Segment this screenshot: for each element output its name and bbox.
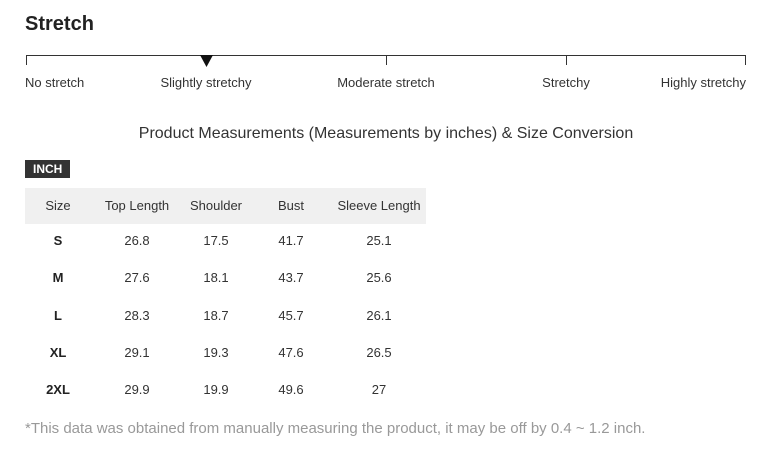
scale-marker (200, 55, 213, 67)
table-cell: 41.7 (278, 233, 304, 248)
header-cell: Sleeve Length (337, 198, 421, 213)
scale-label: No stretch (25, 75, 85, 90)
table-cell: 26.5 (366, 344, 392, 360)
header-cell: Shoulder (189, 198, 243, 213)
stretch-scale (26, 55, 746, 67)
scale-label: Moderate stretch (337, 75, 435, 90)
table-cell: 29.9 (124, 382, 150, 398)
size-cell: XL (49, 344, 67, 360)
scale-label: Stretchy (542, 75, 590, 90)
table-cell: 26.8 (124, 233, 150, 248)
table-cell: 18.7 (203, 307, 229, 323)
table-heading: Product Measurements (Measurements by in… (138, 125, 634, 142)
header-cell: Size (45, 198, 71, 213)
table-cell: 19.3 (203, 344, 229, 360)
table-cell: 25.1 (366, 233, 392, 248)
table-cell: 27.6 (124, 270, 150, 286)
table-cell: 28.3 (124, 307, 150, 323)
table-cell: 25.6 (366, 270, 392, 286)
size-cell: L (54, 307, 62, 323)
table-cell: 43.7 (278, 270, 304, 286)
table-cell: 45.7 (278, 307, 304, 323)
table-cell: 18.1 (203, 270, 229, 286)
table-cell: 27 (371, 382, 387, 398)
header-cell: Bust (277, 198, 305, 213)
size-cell: S (53, 233, 63, 248)
size-cell: M (52, 270, 64, 286)
table-cell: 26.1 (366, 307, 392, 323)
table-cell: 49.6 (278, 382, 304, 398)
table-cell: 47.6 (278, 344, 304, 360)
unit-badge: INCH (25, 160, 71, 178)
table-cell: 19.9 (203, 382, 229, 398)
scale-label: Slightly stretchy (160, 75, 252, 90)
table-cell: 17.5 (203, 233, 229, 248)
header-cell: Top Length (104, 198, 170, 213)
size-cell: 2XL (46, 382, 70, 398)
scale-label: Highly stretchy (660, 75, 746, 90)
section-title: Stretch (25, 13, 94, 35)
table-header-bg (25, 188, 426, 224)
footnote: *This data was obtained from manually me… (25, 420, 646, 437)
table-cell: 29.1 (124, 344, 150, 360)
